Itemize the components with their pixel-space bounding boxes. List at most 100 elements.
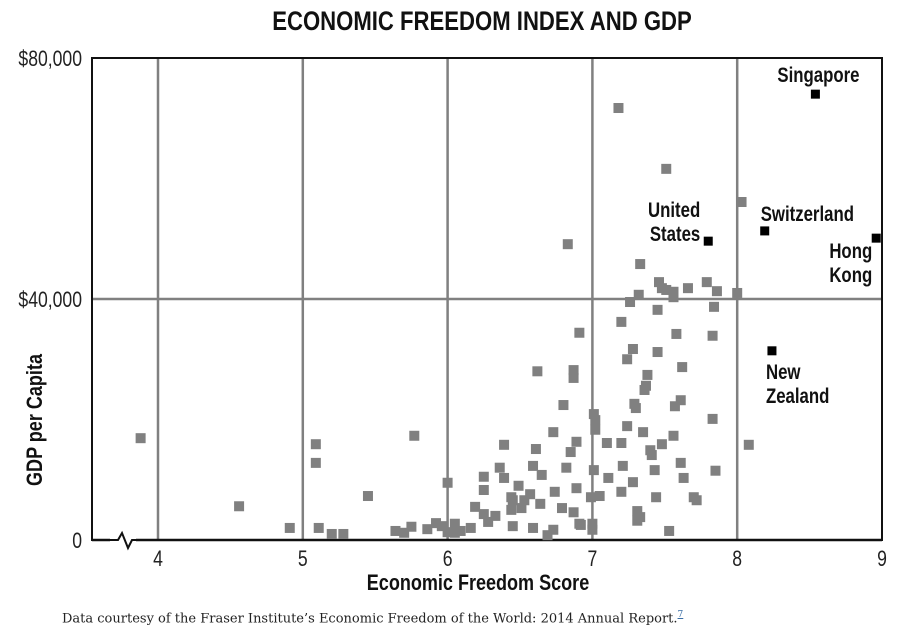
data-point xyxy=(603,472,614,483)
data-point xyxy=(478,509,489,520)
x-tick-label: 8 xyxy=(732,547,742,571)
data-point xyxy=(627,477,638,488)
data-point xyxy=(640,380,651,391)
data-point xyxy=(675,395,686,406)
data-point xyxy=(661,284,672,295)
data-point xyxy=(638,427,649,438)
data-point xyxy=(587,524,598,535)
data-point xyxy=(478,471,489,482)
data-point xyxy=(436,521,447,532)
data-point xyxy=(562,239,573,250)
data-point xyxy=(678,472,689,483)
x-tick-label: 6 xyxy=(443,547,453,571)
chart-title: ECONOMIC FREEDOM INDEX AND GDP xyxy=(272,7,692,37)
highlighted-point xyxy=(767,346,777,356)
country-label-line: Singapore xyxy=(777,64,859,87)
data-point xyxy=(668,292,679,303)
data-point xyxy=(549,486,560,497)
data-point xyxy=(284,522,295,533)
data-points xyxy=(135,103,754,541)
data-point xyxy=(431,518,442,529)
highlighted-point xyxy=(871,233,881,243)
data-point xyxy=(399,527,410,538)
data-point xyxy=(652,304,663,315)
data-point xyxy=(470,501,481,512)
data-point xyxy=(677,362,688,373)
y-tick-label: $80,000 xyxy=(18,47,82,71)
data-point xyxy=(601,437,612,448)
data-point xyxy=(548,524,559,535)
country-label: Hong Kong xyxy=(829,240,872,287)
data-point xyxy=(627,344,638,355)
data-point xyxy=(732,287,743,298)
x-axis-label: Economic Freedom Score xyxy=(367,571,589,595)
highlighted-point xyxy=(810,89,820,99)
data-point xyxy=(587,518,598,529)
country-label: Singapore xyxy=(777,64,859,87)
data-point xyxy=(556,503,567,514)
data-point xyxy=(449,518,460,529)
data-point xyxy=(519,495,530,506)
y-tick-label: $40,000 xyxy=(18,288,82,312)
data-point xyxy=(709,301,720,312)
country-label: New Zealand xyxy=(766,361,829,408)
highlighted-point xyxy=(760,226,770,236)
data-point xyxy=(548,427,559,438)
y-axis-label: GDP per Capita xyxy=(23,353,47,486)
data-point xyxy=(507,495,518,506)
data-point xyxy=(652,347,663,358)
data-point xyxy=(671,328,682,339)
data-point xyxy=(568,372,579,383)
data-point xyxy=(668,430,679,441)
data-point xyxy=(743,439,754,450)
data-point xyxy=(406,521,417,532)
data-point xyxy=(499,439,510,450)
data-point xyxy=(675,457,686,468)
data-point xyxy=(390,525,401,536)
data-point xyxy=(668,286,679,297)
data-point xyxy=(635,259,646,270)
data-point xyxy=(613,103,624,114)
data-point xyxy=(656,439,667,450)
country-label-line: Kong xyxy=(829,264,872,287)
data-point xyxy=(338,528,349,539)
data-point xyxy=(616,437,627,448)
data-point xyxy=(483,516,494,527)
data-point xyxy=(588,409,599,420)
country-label-line: Hong xyxy=(829,240,872,263)
data-point xyxy=(528,522,539,533)
data-point xyxy=(625,297,636,308)
data-point xyxy=(682,283,693,294)
data-point xyxy=(326,528,337,539)
y-tick-label: 0 xyxy=(72,529,82,553)
data-point xyxy=(513,480,524,491)
data-point xyxy=(646,450,657,461)
country-label-line: States xyxy=(650,223,700,246)
data-point xyxy=(234,501,245,512)
data-point xyxy=(422,524,433,535)
data-point xyxy=(310,439,321,450)
data-point xyxy=(362,491,373,502)
data-point xyxy=(455,525,466,536)
data-point xyxy=(701,277,712,288)
footnote-text: Data courtesy of the Fraser Institute’s … xyxy=(62,611,678,627)
data-point xyxy=(632,506,643,517)
highlighted-point xyxy=(703,236,713,246)
data-point xyxy=(568,365,579,376)
data-point xyxy=(442,527,453,538)
country-label: United States xyxy=(648,199,700,246)
data-point xyxy=(449,527,460,538)
data-point xyxy=(710,465,721,476)
data-point xyxy=(629,398,640,409)
country-label-line: New xyxy=(766,361,801,384)
data-point xyxy=(571,483,582,494)
data-point xyxy=(135,433,146,444)
data-point xyxy=(530,444,541,455)
data-point xyxy=(571,436,582,447)
data-point xyxy=(575,519,586,530)
data-point xyxy=(642,369,653,380)
data-point xyxy=(442,477,453,488)
data-point xyxy=(535,498,546,509)
country-label-line: United xyxy=(648,199,700,222)
footnote-reference-link[interactable]: 7 xyxy=(677,610,684,620)
